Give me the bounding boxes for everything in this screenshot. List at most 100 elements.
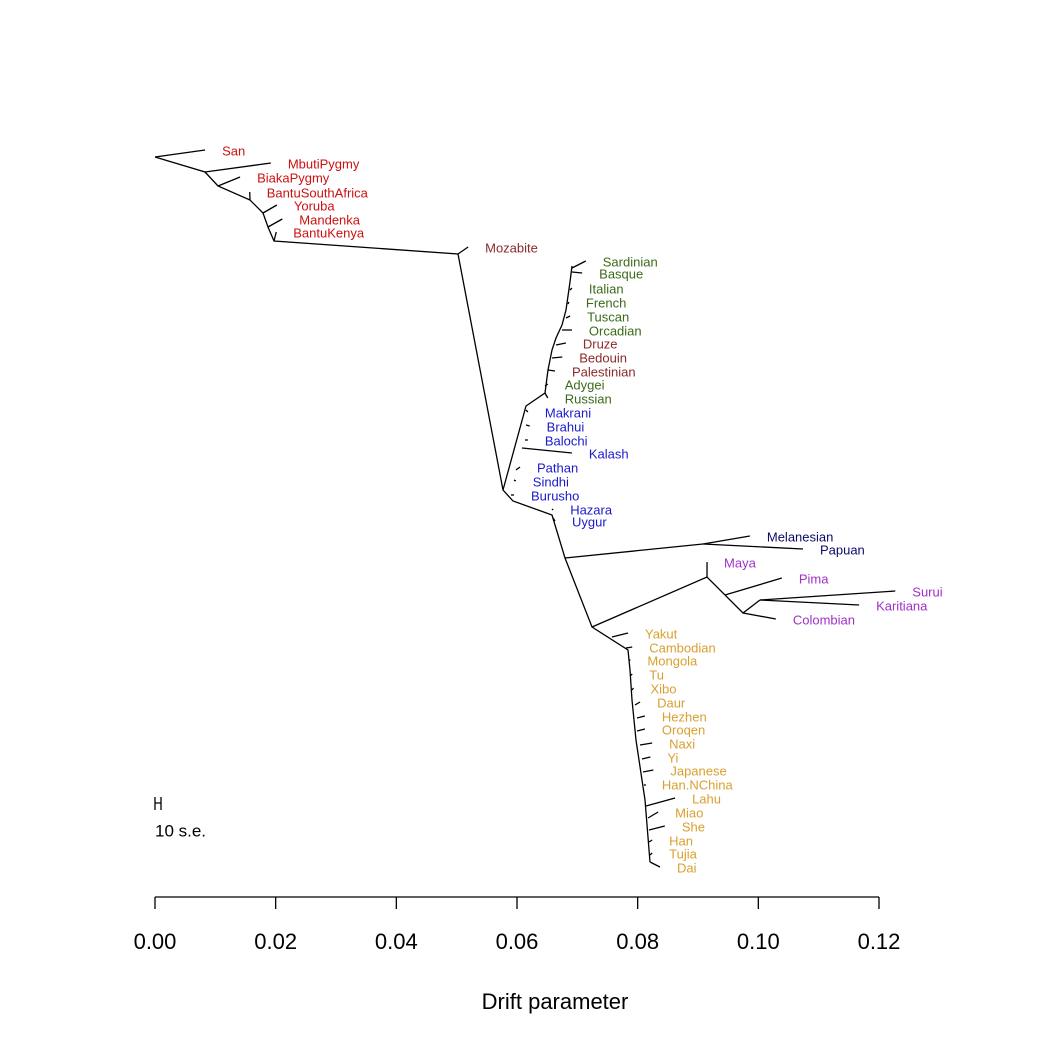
leaf-branch (649, 861, 661, 868)
leaf-label: Karitiana (876, 598, 928, 613)
x-tick-label: 0.06 (496, 929, 539, 954)
leaf-label: Dai (677, 860, 697, 875)
leaf-label: Tu (649, 667, 664, 682)
leaf-label: Basque (599, 266, 643, 281)
leaf-branch (521, 447, 572, 454)
leaf-label: Pathan (537, 460, 578, 475)
leaf-label: Hazara (570, 502, 613, 517)
leaf-label: Surui (912, 584, 942, 599)
leaf-branch (204, 162, 271, 173)
leaf-label: Kalash (589, 446, 629, 461)
leaf-branch (702, 543, 804, 550)
leaf-label: Papuan (820, 542, 865, 557)
leaf-branch (634, 701, 641, 706)
leaf-label: San (222, 143, 245, 158)
leaf-branch (555, 342, 566, 346)
leaf-label: Xibo (650, 681, 676, 696)
leaf-branch (759, 599, 860, 606)
leaf-branch (629, 673, 633, 677)
leaf-branch (551, 508, 554, 511)
leaf-label: Tujia (669, 846, 697, 861)
leaf-branch (457, 246, 469, 255)
leaf-label: Orcadian (589, 323, 642, 338)
scale-label: 10 s.e. (155, 821, 206, 840)
leaf-branch (631, 687, 634, 691)
leaf-branch (569, 287, 573, 291)
leaf-label: Yoruba (294, 198, 335, 213)
leaf-label: Brahui (547, 419, 585, 434)
leaf-label: Burusho (531, 488, 579, 503)
leaf-branch (525, 424, 530, 427)
leaf-branch (639, 742, 653, 746)
leaf-branch (515, 466, 521, 471)
leaf-branch (648, 839, 653, 843)
leaf-label: Palestinian (572, 364, 636, 379)
x-tick-label: 0.12 (858, 929, 901, 954)
leaf-label: Miao (675, 805, 703, 820)
leaf-label: Sardinian (603, 254, 658, 269)
branch (564, 543, 704, 559)
x-tick-label: 0.00 (134, 929, 177, 954)
x-tick-label: 0.04 (375, 929, 418, 954)
leaf-label: Mongola (647, 653, 698, 668)
leaf-branch (217, 176, 241, 187)
leaf-branch (636, 728, 646, 732)
leaf-branch (571, 271, 583, 274)
leaf-branch (611, 632, 629, 638)
leaf-label: Druze (583, 336, 618, 351)
leaf-label: French (586, 295, 626, 310)
branch (502, 265, 573, 491)
leaf-label: Oroqen (662, 722, 705, 737)
leaf-branch (702, 535, 750, 545)
leaf-branch (525, 409, 529, 413)
leaf-label: Han.NChina (662, 777, 734, 792)
leaf-label: Naxi (669, 736, 695, 751)
leaf-label: BantuSouthAfrica (267, 185, 369, 200)
leaf-label: Melanesian (767, 529, 834, 544)
leaf-branch (567, 301, 570, 305)
leaf-branch (724, 577, 783, 596)
branch (591, 576, 761, 628)
leaf-label: Sindhi (533, 474, 569, 489)
leaf-label: Russian (565, 391, 612, 406)
leaf-branch (648, 825, 665, 831)
leaf-label: Makrani (545, 405, 591, 420)
leaf-label: Bedouin (579, 350, 627, 365)
x-tick-label: 0.08 (616, 929, 659, 954)
leaf-branch (544, 392, 549, 399)
leaf-label: Cambodian (649, 640, 716, 655)
leaf-label: Lahu (692, 791, 721, 806)
leaf-label: MbutiPygmy (288, 156, 360, 171)
leaf-branch (625, 646, 633, 649)
leaf-label: Tuscan (587, 309, 629, 324)
leaf-label: Italian (589, 281, 624, 296)
leaf-branch (571, 260, 587, 269)
leaf-branch (551, 356, 563, 359)
leaf-label: Colombian (793, 612, 855, 627)
leaf-branch (647, 811, 659, 819)
leaf-label: Uygur (572, 514, 607, 529)
leaf-label: Daur (657, 695, 686, 710)
x-tick-label: 0.02 (254, 929, 297, 954)
leaf-label: Adygei (565, 377, 605, 392)
leaf-label: Japanese (670, 763, 726, 778)
leaf-label: Mandenka (299, 212, 360, 227)
leaf-branch (552, 517, 556, 522)
leaf-branch (645, 797, 676, 807)
leaf-label: Yi (667, 750, 678, 765)
leaf-branch (513, 479, 517, 482)
leaf-branch (273, 231, 277, 242)
leaf-label: BiakaPygmy (257, 170, 330, 185)
leaf-branch (636, 715, 646, 719)
leaf-label: Pima (799, 571, 829, 586)
scale-bar (154, 797, 162, 810)
leaf-branch (565, 315, 571, 319)
leaf-label: Balochi (545, 433, 588, 448)
leaf-label: Han (669, 833, 693, 848)
leaf-label: Maya (724, 555, 757, 570)
leaf-branch (547, 369, 556, 372)
leaf-branch (262, 204, 278, 214)
leaf-label: Yakut (645, 626, 678, 641)
leaf-branch (649, 852, 653, 856)
